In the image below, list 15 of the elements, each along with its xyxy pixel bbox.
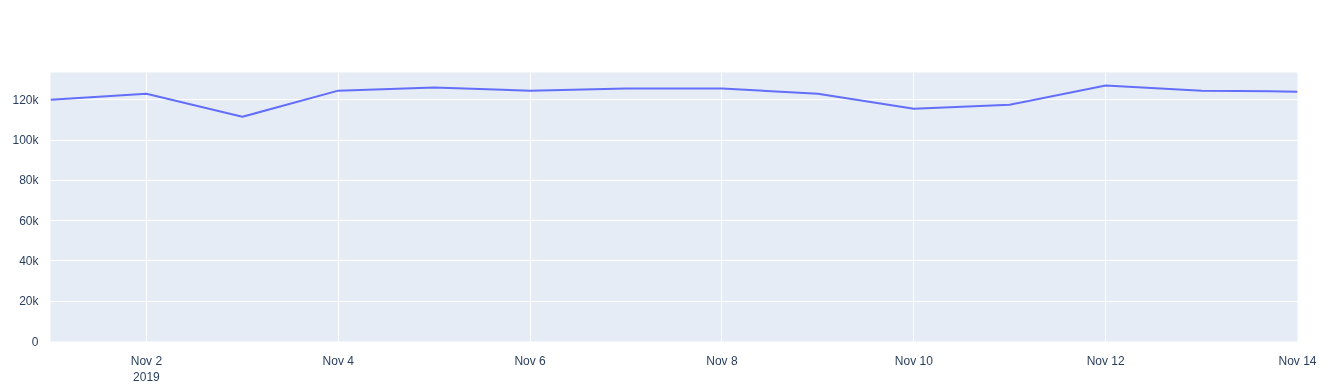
y-tick-label: 80k <box>19 173 40 188</box>
x-tick-label: Nov 10 <box>894 353 934 368</box>
y-tick-label: 120k <box>12 92 40 107</box>
x-tick-label: Nov 2 2019 <box>130 353 163 385</box>
x-tick-label: Nov 14 <box>1278 353 1317 368</box>
x-tick-label: Nov 6 <box>514 353 547 368</box>
line-series <box>50 84 1298 118</box>
x-tick-label: Nov 4 <box>322 353 355 368</box>
y-tick-label: 0 <box>31 334 39 349</box>
y-tick-label: 100k <box>12 133 40 147</box>
x-tick-label: Nov 12 <box>1086 353 1125 368</box>
x-tick-label: Nov 8 <box>706 353 738 368</box>
y-tick-label: 20k <box>19 294 40 309</box>
y-tick-label: 60k <box>19 213 40 228</box>
y-tick-label: 40k <box>19 253 40 268</box>
